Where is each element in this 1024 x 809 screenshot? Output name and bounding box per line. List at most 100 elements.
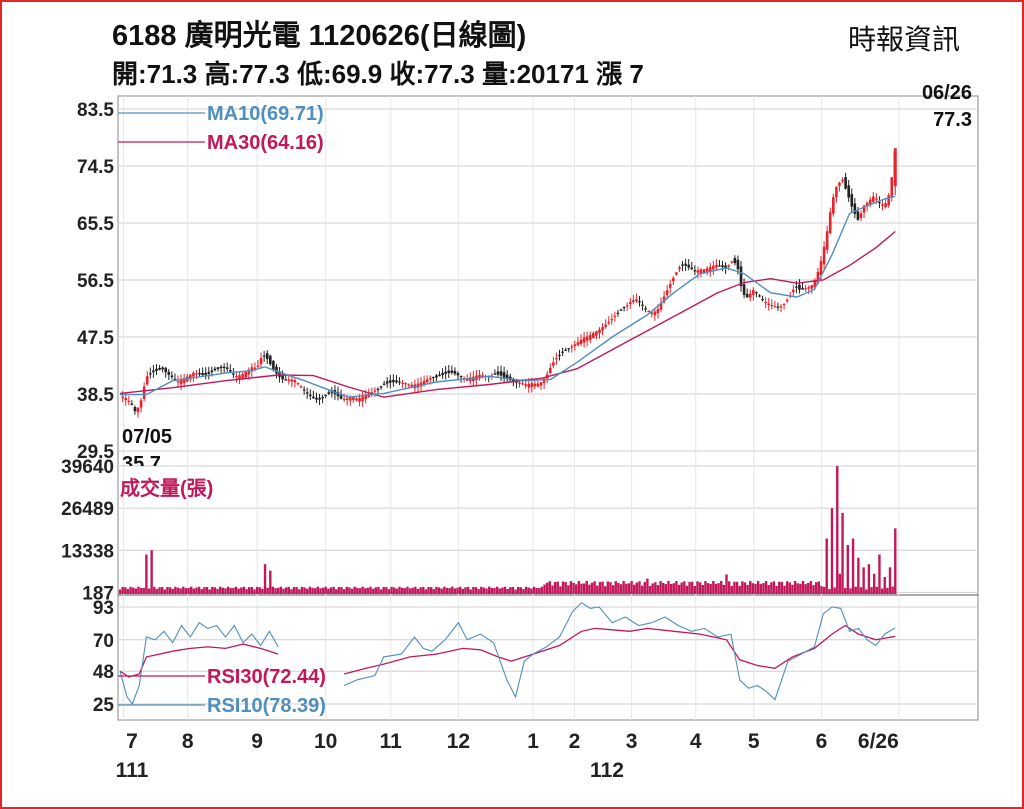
volume-bar <box>348 587 351 594</box>
volume-bar <box>184 588 188 594</box>
candle-body <box>428 377 432 380</box>
candle-body <box>607 321 611 324</box>
volume-bar <box>337 587 341 594</box>
volume-bar <box>356 587 359 594</box>
candle-body <box>179 379 183 385</box>
candle-body <box>884 203 887 208</box>
volume-bar <box>126 588 130 594</box>
candle-body <box>668 284 672 288</box>
volume-bar <box>387 589 391 594</box>
candle-body <box>548 367 552 374</box>
volume-bar <box>313 588 317 594</box>
candle-body <box>687 264 691 268</box>
volume-bar <box>472 586 475 594</box>
last-date-label: 06/26 <box>922 82 972 104</box>
candle-body <box>838 182 841 187</box>
volume-bar <box>833 587 836 594</box>
volume-bar <box>456 587 459 594</box>
volume-bar <box>321 587 325 594</box>
candle-body <box>404 383 407 385</box>
volume-bar <box>263 564 267 594</box>
candle-body <box>641 304 644 306</box>
candle-body <box>164 367 168 373</box>
volume-bar <box>274 588 277 594</box>
volume-bar <box>329 587 333 594</box>
volume-bar <box>788 582 791 594</box>
volume-bar <box>282 588 285 594</box>
volume-bar <box>221 587 225 594</box>
candle-body <box>155 368 158 371</box>
candle-body <box>364 395 367 400</box>
month-tick-label: 6 <box>816 730 828 753</box>
volume-bar <box>770 582 773 594</box>
volume-bar <box>619 584 623 594</box>
candle-body <box>576 342 580 346</box>
volume-bar <box>232 587 235 594</box>
ohlc-summary: 開:71.3 高:77.3 低:69.9 收:77.3 量:20171 漲 7 <box>112 59 644 89</box>
volume-bar <box>693 586 697 594</box>
candle-body <box>130 403 134 406</box>
candle-body <box>785 299 789 302</box>
candle-body <box>376 388 380 390</box>
volume-bar <box>261 588 264 594</box>
candle-body <box>229 369 232 372</box>
volume-bar <box>406 586 409 594</box>
last-price-label: 77.3 <box>933 109 972 131</box>
volume-bar <box>414 586 417 594</box>
volume-bar <box>511 586 515 594</box>
candle-body <box>481 375 484 377</box>
candle-body <box>521 383 524 385</box>
volume-bar <box>284 587 288 594</box>
volume-bar <box>290 589 293 594</box>
candle-body <box>745 293 749 298</box>
candle-body <box>868 199 872 205</box>
candle-body <box>352 397 355 401</box>
volume-bar <box>458 586 462 594</box>
volume-bar <box>598 581 602 594</box>
volume-bar <box>358 588 362 594</box>
rsi30-line <box>119 643 279 678</box>
candle-body <box>619 309 623 311</box>
volume-bar <box>411 587 414 594</box>
candle-body <box>121 396 124 398</box>
volume-bar <box>630 581 633 594</box>
candle-body <box>167 371 171 375</box>
candle-body <box>696 270 700 273</box>
volume-bar <box>182 586 185 594</box>
volume-bar <box>482 587 486 594</box>
volume-bar <box>746 584 749 594</box>
candle-body <box>435 375 438 378</box>
volume-bar <box>485 588 488 594</box>
volume-bar <box>253 589 256 594</box>
volume-bar <box>691 581 694 594</box>
volume-bar <box>530 588 533 594</box>
volume-bar <box>741 581 744 594</box>
volume-bar <box>219 586 222 594</box>
volume-bar <box>400 587 404 594</box>
candle-body <box>425 379 429 383</box>
candle-body <box>585 336 589 341</box>
candle-body <box>804 288 807 290</box>
month-tick-label: 2 <box>569 730 581 753</box>
candle-body <box>678 267 681 270</box>
candle-body <box>650 312 654 315</box>
volume-bar <box>701 584 704 594</box>
candle-body <box>841 179 844 182</box>
candle-body <box>388 380 392 383</box>
candle-body <box>499 371 503 376</box>
volume-bar <box>775 586 778 594</box>
candle-body <box>158 367 161 370</box>
candle-body <box>721 265 724 268</box>
volume-bar <box>575 584 578 594</box>
volume-bar <box>487 586 491 594</box>
volume-tick-label: 39640 <box>61 457 114 478</box>
candle-body <box>407 384 411 386</box>
volume-bar <box>791 584 794 594</box>
volume-bar <box>208 589 211 594</box>
volume-bar <box>622 580 625 594</box>
volume-bar <box>561 581 565 594</box>
volume-bar <box>527 587 530 594</box>
volume-bar <box>785 581 789 594</box>
volume-bar <box>469 589 472 594</box>
candle-body <box>690 267 694 270</box>
